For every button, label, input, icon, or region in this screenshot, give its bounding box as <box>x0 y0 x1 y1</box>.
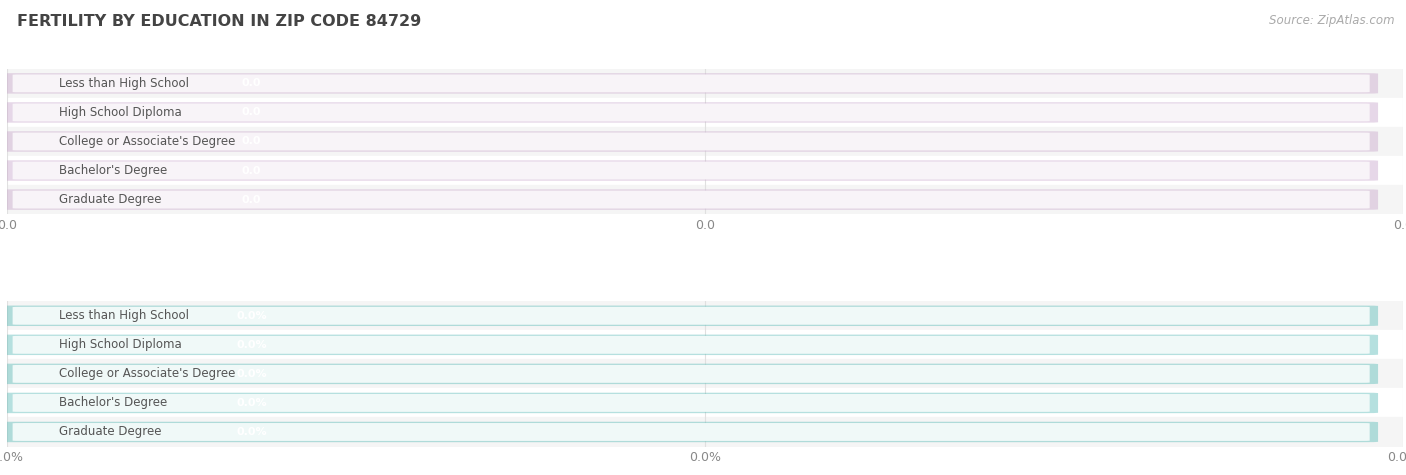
Bar <box>7 360 1403 389</box>
Bar <box>7 330 1403 360</box>
Bar <box>7 389 1403 418</box>
FancyBboxPatch shape <box>13 75 1369 92</box>
Text: 0.0%: 0.0% <box>236 398 267 408</box>
FancyBboxPatch shape <box>0 73 1378 94</box>
FancyBboxPatch shape <box>0 364 1378 384</box>
Text: Less than High School: Less than High School <box>59 77 188 90</box>
Text: 0.0: 0.0 <box>242 107 262 117</box>
Bar <box>7 69 1403 98</box>
FancyBboxPatch shape <box>13 365 1369 383</box>
FancyBboxPatch shape <box>0 422 1378 442</box>
FancyBboxPatch shape <box>0 131 1378 152</box>
FancyBboxPatch shape <box>0 334 1378 355</box>
Text: 0.0%: 0.0% <box>236 340 267 350</box>
Text: 0.0: 0.0 <box>242 136 262 146</box>
FancyBboxPatch shape <box>0 393 1378 413</box>
FancyBboxPatch shape <box>0 102 1378 123</box>
Text: 0.0%: 0.0% <box>236 427 267 437</box>
Bar <box>7 185 1403 214</box>
Text: 0.0%: 0.0% <box>236 369 267 379</box>
Text: 0.0: 0.0 <box>242 78 262 88</box>
FancyBboxPatch shape <box>13 162 1369 180</box>
Bar <box>7 156 1403 185</box>
FancyBboxPatch shape <box>13 423 1369 441</box>
Text: Graduate Degree: Graduate Degree <box>59 426 162 438</box>
Bar <box>7 127 1403 156</box>
Text: College or Associate's Degree: College or Associate's Degree <box>59 367 235 380</box>
FancyBboxPatch shape <box>13 307 1369 325</box>
Text: Source: ZipAtlas.com: Source: ZipAtlas.com <box>1270 14 1395 27</box>
Text: Bachelor's Degree: Bachelor's Degree <box>59 397 167 409</box>
FancyBboxPatch shape <box>13 336 1369 354</box>
FancyBboxPatch shape <box>0 190 1378 210</box>
FancyBboxPatch shape <box>0 161 1378 181</box>
Text: Graduate Degree: Graduate Degree <box>59 193 162 206</box>
Text: High School Diploma: High School Diploma <box>59 106 181 119</box>
FancyBboxPatch shape <box>0 305 1378 326</box>
FancyBboxPatch shape <box>13 394 1369 412</box>
Text: FERTILITY BY EDUCATION IN ZIP CODE 84729: FERTILITY BY EDUCATION IN ZIP CODE 84729 <box>17 14 422 29</box>
Text: Less than High School: Less than High School <box>59 309 188 322</box>
Text: 0.0: 0.0 <box>242 166 262 176</box>
Bar <box>7 418 1403 446</box>
FancyBboxPatch shape <box>13 190 1369 209</box>
Bar <box>7 301 1403 330</box>
Text: Bachelor's Degree: Bachelor's Degree <box>59 164 167 177</box>
Bar <box>7 98 1403 127</box>
Text: College or Associate's Degree: College or Associate's Degree <box>59 135 235 148</box>
Text: High School Diploma: High School Diploma <box>59 338 181 352</box>
FancyBboxPatch shape <box>13 104 1369 122</box>
FancyBboxPatch shape <box>13 133 1369 151</box>
Text: 0.0: 0.0 <box>242 195 262 205</box>
Text: 0.0%: 0.0% <box>236 311 267 321</box>
